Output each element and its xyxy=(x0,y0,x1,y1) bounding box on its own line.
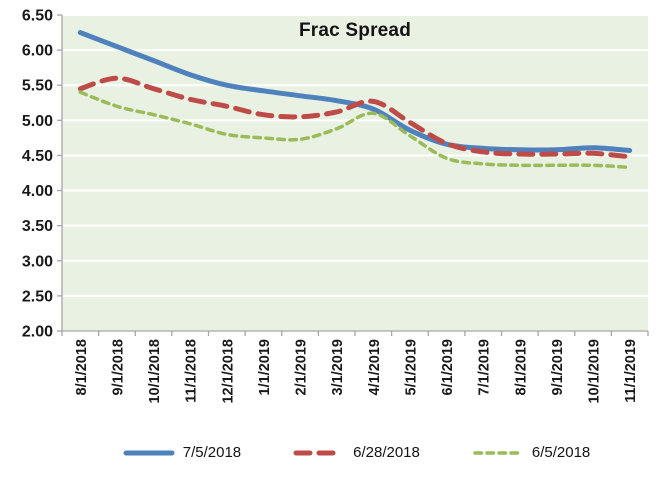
svg-text:5/1/2019: 5/1/2019 xyxy=(403,339,419,395)
svg-text:8/1/2018: 8/1/2018 xyxy=(74,339,90,395)
svg-text:3.50: 3.50 xyxy=(22,218,53,235)
svg-text:3/1/2019: 3/1/2019 xyxy=(330,339,346,395)
svg-text:12/1/2018: 12/1/2018 xyxy=(220,339,236,404)
svg-text:9/1/2018: 9/1/2018 xyxy=(110,339,126,395)
svg-text:3.00: 3.00 xyxy=(22,253,53,270)
svg-text:4.50: 4.50 xyxy=(22,148,53,165)
legend-label: 6/5/2018 xyxy=(531,444,591,461)
svg-text:1/1/2019: 1/1/2019 xyxy=(257,339,273,395)
svg-text:2.50: 2.50 xyxy=(22,288,53,305)
chart-title: Frac Spread xyxy=(298,20,412,41)
svg-text:6.50: 6.50 xyxy=(22,8,53,25)
legend-item-7-5-2018: 7/5/2018 xyxy=(123,444,241,461)
svg-text:4/1/2019: 4/1/2019 xyxy=(367,339,383,395)
svg-text:4.00: 4.00 xyxy=(22,183,53,200)
legend-line-sample-dashed-red xyxy=(293,450,345,455)
legend-item-6-28-2018: 6/28/2018 xyxy=(293,444,420,461)
legend-label: 6/28/2018 xyxy=(353,444,420,461)
svg-text:9/1/2019: 9/1/2019 xyxy=(550,339,566,395)
legend: 7/5/2018 6/28/2018 6/5/2018 xyxy=(60,444,653,461)
svg-text:6.00: 6.00 xyxy=(22,43,53,60)
svg-text:2.00: 2.00 xyxy=(22,324,53,341)
legend-line-sample-dotted-green xyxy=(473,450,523,455)
svg-text:11/1/2018: 11/1/2018 xyxy=(184,339,200,403)
svg-text:5.50: 5.50 xyxy=(22,78,53,95)
svg-text:5.00: 5.00 xyxy=(22,113,53,130)
legend-item-6-5-2018: 6/5/2018 xyxy=(472,444,590,461)
svg-text:11/1/2019: 11/1/2019 xyxy=(623,339,639,403)
svg-text:6/1/2019: 6/1/2019 xyxy=(440,339,456,395)
legend-line-sample-solid-blue xyxy=(123,450,175,455)
legend-label: 7/5/2018 xyxy=(182,444,242,461)
svg-text:7/1/2019: 7/1/2019 xyxy=(477,339,493,395)
svg-text:10/1/2018: 10/1/2018 xyxy=(147,339,163,404)
svg-text:10/1/2019: 10/1/2019 xyxy=(587,339,603,404)
svg-text:2/1/2019: 2/1/2019 xyxy=(294,339,310,395)
svg-text:8/1/2019: 8/1/2019 xyxy=(513,339,529,395)
